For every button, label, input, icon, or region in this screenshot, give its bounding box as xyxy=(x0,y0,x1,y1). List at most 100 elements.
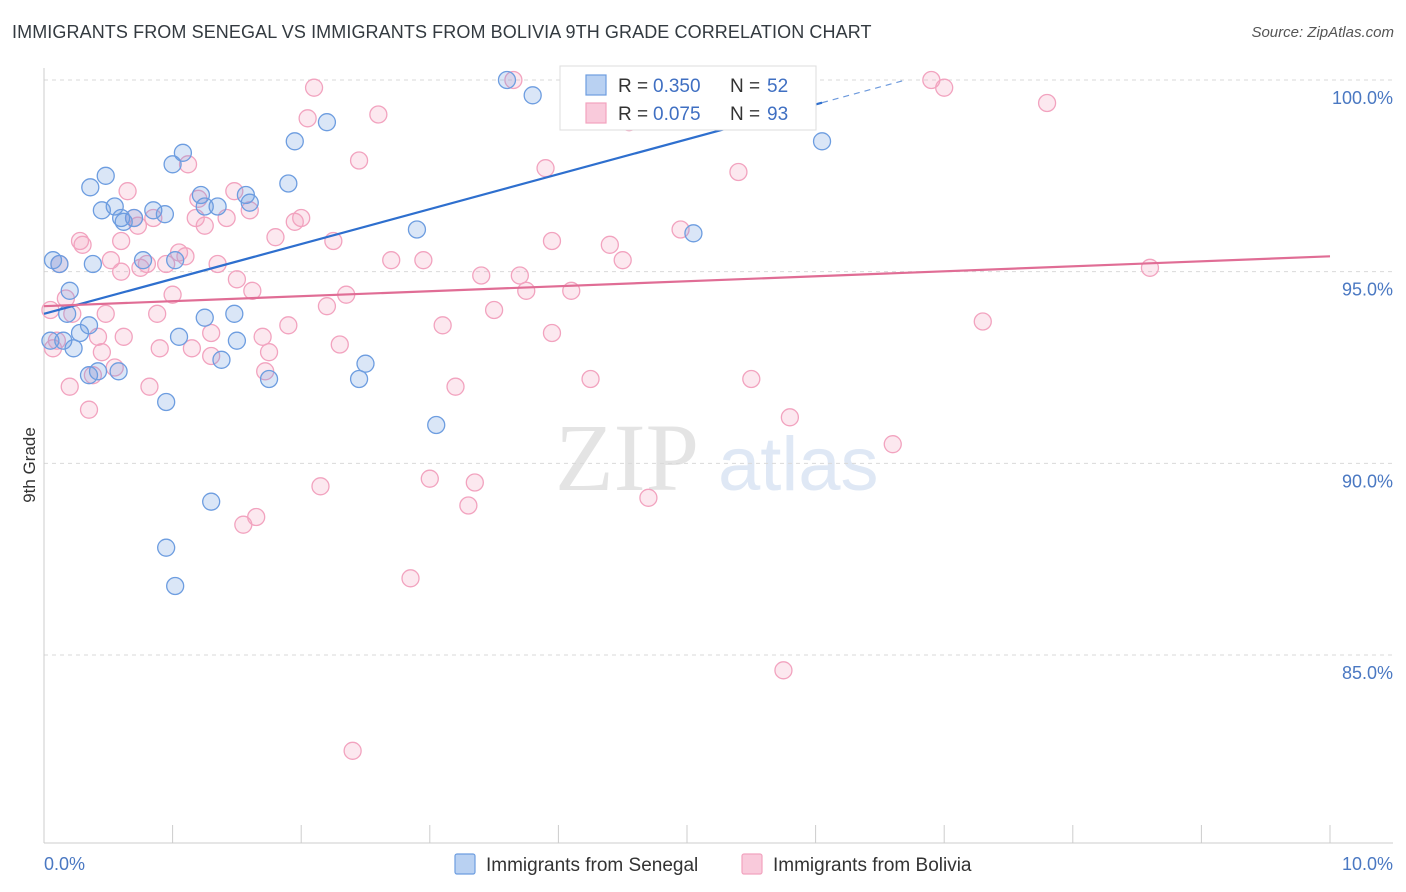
bolivia-point xyxy=(243,281,262,300)
senegal-point xyxy=(79,366,99,385)
legend-n-value-bolivia: 93 xyxy=(767,104,788,125)
bolivia-point xyxy=(178,155,198,174)
bolivia-point xyxy=(414,251,433,270)
senegal-point xyxy=(225,304,244,323)
chart-title: IMMIGRANTS FROM SENEGAL VS IMMIGRANTS FR… xyxy=(12,22,872,42)
bolivia-point xyxy=(114,327,133,346)
bolivia-point xyxy=(639,488,658,507)
senegal-point xyxy=(166,576,185,596)
senegal-point xyxy=(195,308,214,327)
legend-n-value-senegal: 52 xyxy=(767,76,788,97)
senegal-point xyxy=(157,392,176,412)
senegal-point xyxy=(356,354,375,373)
bolivia-point xyxy=(420,469,439,488)
bolivia-point xyxy=(1140,258,1160,277)
bolivia-point xyxy=(112,262,131,281)
senegal-trend-extension xyxy=(821,79,906,104)
bottom-legend-swatch-senegal xyxy=(454,853,476,875)
grid-lines xyxy=(44,79,1393,656)
senegal-point xyxy=(169,327,189,346)
bolivia-point xyxy=(484,300,504,320)
bolivia-point xyxy=(202,346,221,366)
bolivia-point xyxy=(144,208,163,228)
bolivia-point xyxy=(1037,93,1057,113)
bolivia-point xyxy=(60,377,79,396)
bolivia-point xyxy=(240,201,259,220)
bolivia-point xyxy=(79,400,99,419)
bolivia-points xyxy=(41,70,1160,760)
y-tick-label: 95.0% xyxy=(1342,280,1393,300)
senegal-point xyxy=(427,415,446,435)
bolivia-point xyxy=(298,109,317,128)
senegal-point xyxy=(684,224,703,243)
bolivia-point xyxy=(729,162,748,182)
senegal-point xyxy=(64,339,83,358)
senegal-point xyxy=(109,362,128,381)
senegal-point xyxy=(349,369,369,389)
legend-r-value-bolivia: 0.075 xyxy=(653,104,701,125)
senegal-point xyxy=(195,197,214,216)
senegal-point xyxy=(407,220,427,239)
bolivia-point xyxy=(292,208,311,228)
bolivia-point xyxy=(542,231,562,251)
bolivia-point xyxy=(101,251,121,270)
bolivia-point xyxy=(266,228,285,247)
senegal-point xyxy=(497,70,517,90)
senegal-point xyxy=(88,362,108,381)
bolivia-point xyxy=(935,78,954,97)
senegal-point xyxy=(79,316,99,335)
bolivia-point xyxy=(742,369,761,389)
bolivia-point xyxy=(536,159,555,178)
legend-r-label-bolivia: R = xyxy=(618,104,648,125)
senegal-point xyxy=(83,254,103,274)
axes xyxy=(43,68,1393,844)
bolivia-point xyxy=(140,377,159,396)
senegal-point xyxy=(163,155,182,174)
legend-n-label-bolivia: N = xyxy=(730,104,760,125)
bolivia-point xyxy=(343,741,362,760)
bolivia-point xyxy=(253,327,272,346)
bolivia-point xyxy=(225,182,244,201)
senegal-point xyxy=(236,185,256,205)
senegal-point xyxy=(317,113,337,132)
bolivia-point xyxy=(459,496,478,515)
bolivia-point xyxy=(227,270,247,289)
bolivia-point xyxy=(542,323,562,343)
senegal-point xyxy=(144,201,163,220)
bolivia-point xyxy=(259,343,279,362)
bolivia-point xyxy=(73,235,92,254)
senegal-point xyxy=(208,197,227,216)
bolivia-point xyxy=(433,316,452,335)
bolivia-point xyxy=(349,151,369,170)
senegal-point xyxy=(50,254,69,274)
bolivia-point xyxy=(157,254,176,274)
senegal-point xyxy=(212,350,231,369)
senegal-points xyxy=(41,70,832,596)
trend-lines xyxy=(43,79,1331,315)
bolivia-point xyxy=(202,323,221,343)
bolivia-point xyxy=(182,339,202,358)
watermark-zip: ZIP xyxy=(555,404,699,511)
senegal-point xyxy=(133,251,153,270)
bolivia-point xyxy=(163,285,182,304)
bolivia-point xyxy=(118,182,137,201)
senegal-point xyxy=(191,185,211,205)
y-axis-title: 9th Grade xyxy=(20,427,39,503)
bolivia-trend-line xyxy=(43,255,1331,308)
legend-swatch-bolivia xyxy=(585,102,607,124)
bolivia-point xyxy=(600,235,619,254)
bolivia-point xyxy=(613,251,632,270)
bolivia-point xyxy=(504,70,523,90)
legend-r-label-senegal: R = xyxy=(618,76,648,97)
senegal-point xyxy=(124,208,144,228)
legend-n-label-senegal: N = xyxy=(730,76,760,97)
bolivia-point xyxy=(304,78,324,97)
senegal-point xyxy=(60,281,79,300)
bottom-legend-swatch-bolivia xyxy=(741,853,763,875)
senegal-point xyxy=(114,212,133,231)
series-legend: Immigrants from Senegal Immigrants from … xyxy=(454,853,972,876)
bolivia-point xyxy=(465,473,484,492)
bolivia-point xyxy=(510,266,529,285)
senegal-point xyxy=(259,369,279,389)
